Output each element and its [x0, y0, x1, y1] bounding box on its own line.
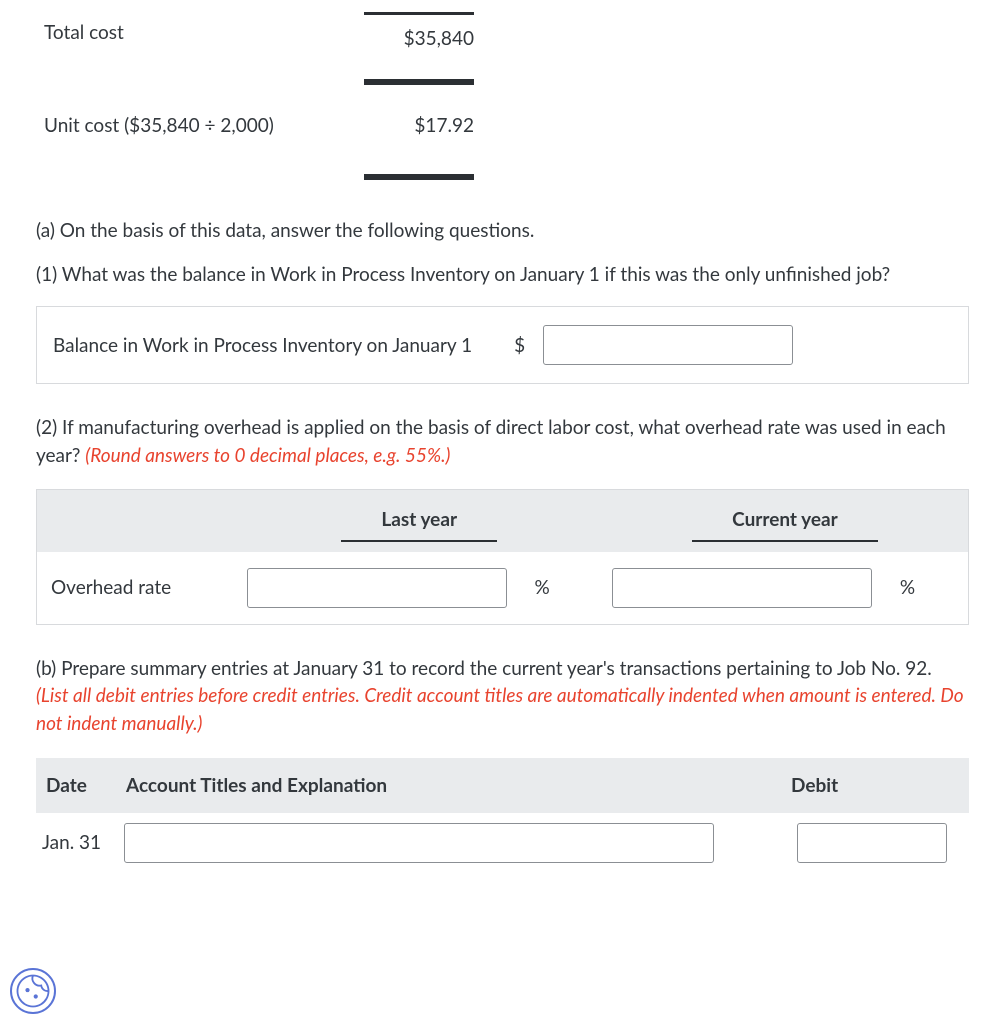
unit-cost-value: $17.92	[364, 104, 474, 148]
col-date: Date	[36, 758, 116, 814]
wip-balance-input[interactable]	[543, 325, 793, 365]
overhead-rate-label: Overhead rate	[37, 552, 237, 625]
total-cost-value: $35,840	[364, 12, 474, 53]
q2-instruction: (Round answers to 0 decimal places, e.g.…	[85, 444, 450, 467]
overhead-rate-current-year-input[interactable]	[612, 568, 872, 608]
total-cost-label: Total cost	[36, 0, 356, 65]
currency-symbol: $	[514, 332, 525, 360]
overhead-rate-table: Last year Current year Overhead rate % %	[36, 489, 969, 625]
percent-symbol-current: %	[892, 552, 969, 625]
cost-summary-table: Total cost $35,840 Unit cost ($35,840 ÷ …	[36, 0, 969, 187]
journal-entry-table: Date Account Titles and Explanation Debi…	[36, 758, 969, 874]
debit-amount-input[interactable]	[797, 823, 947, 863]
cookie-settings-icon[interactable]	[10, 968, 56, 1014]
question-1-answer-row: Balance in Work in Process Inventory on …	[36, 306, 969, 384]
account-title-input[interactable]	[124, 823, 714, 863]
col-account: Account Titles and Explanation	[116, 758, 789, 814]
overhead-rate-row: Overhead rate % %	[37, 552, 969, 625]
col-last-year: Last year	[341, 506, 497, 542]
part-b-text: (b) Prepare summary entries at January 3…	[36, 655, 969, 738]
journal-row: Jan. 31	[36, 813, 969, 873]
unit-cost-label: Unit cost ($35,840 ÷ 2,000)	[36, 92, 356, 160]
question-2-text: (2) If manufacturing overhead is applied…	[36, 414, 969, 469]
journal-date: Jan. 31	[36, 813, 116, 873]
part-b-plain: (b) Prepare summary entries at January 3…	[36, 657, 932, 680]
overhead-rate-last-year-input[interactable]	[247, 568, 507, 608]
q1-row-label: Balance in Work in Process Inventory on …	[53, 332, 472, 360]
part-b-instruction: (List all debit entries before credit en…	[36, 684, 964, 735]
unit-cost-row: Unit cost ($35,840 ÷ 2,000) $17.92	[36, 92, 969, 160]
col-debit: Debit	[789, 758, 969, 814]
total-cost-row: Total cost $35,840	[36, 0, 969, 65]
col-current-year: Current year	[692, 506, 878, 542]
question-1-text: (1) What was the balance in Work in Proc…	[36, 261, 969, 289]
percent-symbol-last: %	[527, 552, 602, 625]
part-a-intro: (a) On the basis of this data, answer th…	[36, 217, 969, 245]
